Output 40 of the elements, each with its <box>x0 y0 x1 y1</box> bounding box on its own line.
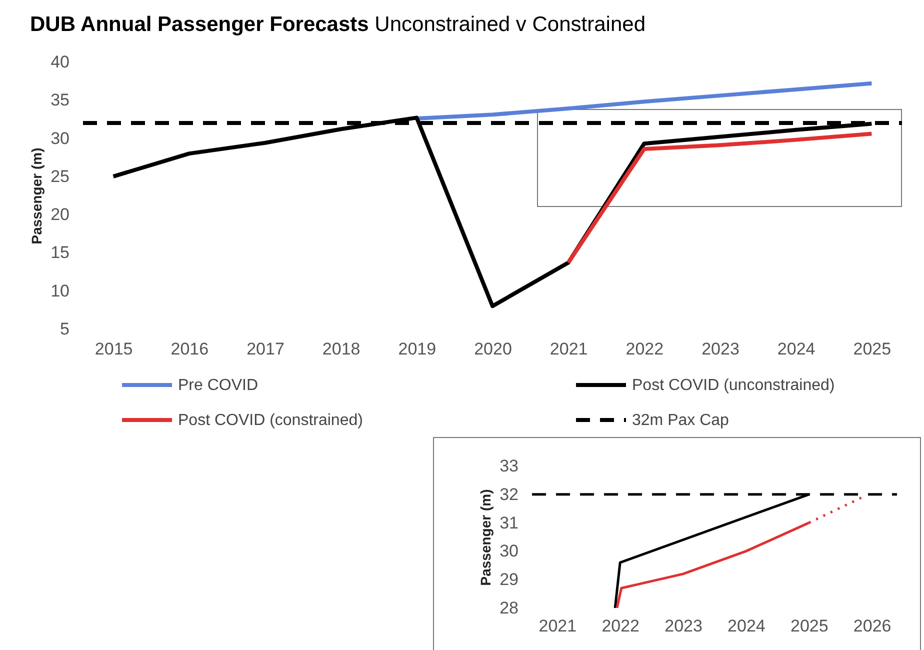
legend-label: Post COVID (unconstrained) <box>632 377 835 394</box>
x-tick-label: 2021 <box>538 616 577 636</box>
x-tick-label: 2023 <box>664 616 702 636</box>
x-tick-label: 2016 <box>170 340 209 358</box>
y-axis-title: Passenger (m) <box>28 148 45 244</box>
y-tick-label: 20 <box>50 205 70 224</box>
x-tick-label: 2025 <box>853 340 892 358</box>
x-tick-label: 2020 <box>474 340 512 358</box>
y-tick-label: 25 <box>50 166 70 186</box>
x-tick-label: 2015 <box>94 340 133 358</box>
y-tick-label: 30 <box>500 542 518 561</box>
x-tick-label: 2023 <box>702 340 740 358</box>
y-tick-label: 40 <box>50 52 70 72</box>
x-tick-label: 2022 <box>602 616 640 636</box>
y-tick-label: 32 <box>500 484 518 504</box>
y-tick-label: 5 <box>60 320 70 338</box>
y-tick-label: 28 <box>500 598 518 618</box>
legend-label: 32m Pax Cap <box>632 412 730 429</box>
y-tick-label: 29 <box>500 570 518 590</box>
legend-label: Post COVID (constrained) <box>178 412 363 429</box>
x-tick-label: 2022 <box>626 340 664 358</box>
x-tick-label: 2025 <box>790 616 828 636</box>
y-tick-label: 35 <box>50 90 70 110</box>
x-tick-label: 2019 <box>398 340 436 358</box>
x-tick-label: 2024 <box>728 616 766 636</box>
y-axis-title: Passenger (m) <box>478 489 494 586</box>
x-tick-label: 2024 <box>777 340 816 358</box>
y-tick-label: 31 <box>500 513 518 532</box>
legend-label: Pre COVID <box>178 377 258 394</box>
y-tick-label: 30 <box>50 128 70 148</box>
x-tick-label: 2018 <box>322 340 360 358</box>
line-series <box>566 132 874 265</box>
chart-subtitle: Unconstrained v Constrained <box>374 13 646 36</box>
y-tick-label: 33 <box>500 456 518 476</box>
x-tick-label: 2021 <box>550 340 588 358</box>
y-tick-label: 10 <box>50 281 70 300</box>
x-tick-label: 2026 <box>853 616 892 636</box>
x-tick-label: 2017 <box>246 340 284 358</box>
y-tick-label: 15 <box>50 243 70 262</box>
chart-title: DUB Annual Passenger Forecasts <box>30 13 369 36</box>
